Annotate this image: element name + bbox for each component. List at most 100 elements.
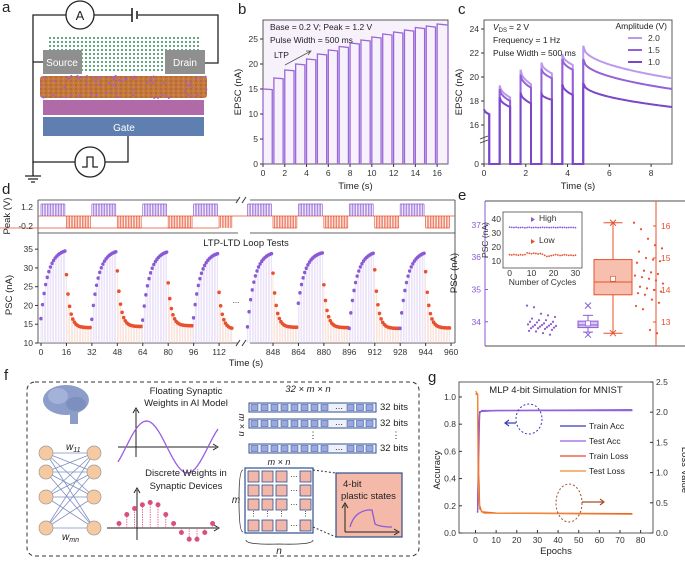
high-state-point [545,326,549,329]
discrete-weights-title-1: Discrete Weights in [145,468,227,479]
ltd-point [167,296,172,301]
x-tick-label: 96 [189,347,199,357]
high-state-point [547,324,551,327]
ltd-point [423,269,428,274]
y-axis-label: EPSC (nA) [454,69,465,115]
bit-cell [260,420,269,427]
epsc-pulse-response [294,63,307,165]
x-tick-label: 64 [138,347,148,357]
inset-point-high [515,226,518,229]
synaptic-device-cell [247,519,260,532]
low-state-point [645,287,649,290]
inset-point-low [539,252,542,255]
dopant-dot [132,77,135,80]
row-dimension-label: m × n [237,414,247,437]
x-tick-label: 12 [389,168,399,178]
inset-point-high [513,226,515,229]
ltp-point [407,269,412,273]
vertical-ellipsis: ⋮ [278,511,285,518]
dopant-dot [112,76,115,79]
bit-cell [346,420,355,427]
pulse-source-icon [74,146,106,178]
inset-y-tick-label: 30 [492,228,502,238]
legend-label: Train Acc [589,421,625,431]
ltd-point [274,303,278,308]
low-state-point [650,298,654,301]
ltd-point [230,326,234,330]
inset-legend-label: High [539,213,557,223]
ltp-point [247,309,251,314]
epsc-pulse-response [403,29,416,165]
inset-x-tick-label: 20 [549,268,559,278]
ltp-point [250,288,255,292]
high-state-point [540,323,544,327]
left-y-tick-label: 35 [472,284,482,294]
y-tick-label: 0.4 [444,474,456,484]
neuron-node [38,445,54,461]
panel-label-g: g [428,369,436,386]
y-tick-label: 20 [470,72,480,82]
x-tick-label: 880 [317,347,331,357]
ltp-point [269,251,274,256]
high-state-point [536,327,540,330]
x-tick-label: 2 [282,168,287,178]
bit-cell [300,420,309,427]
x-tick-label: 14 [411,168,421,178]
dopant-dot [85,83,88,86]
legend-label: Train Loss [589,451,628,461]
vertical-ellipsis: ⋮ [309,430,318,440]
channel-dopant-dots [40,74,208,100]
inset-point-low [567,254,570,257]
grid-brace [245,539,314,545]
inset-point-high [545,226,548,229]
horizontal-ellipsis: ⋯ [291,488,298,495]
x-tick-label: 10 [367,168,377,178]
synaptic-device-cell [247,484,260,497]
synaptic-device-cell [299,519,312,532]
inset-point-high [541,226,544,229]
inset-point-low [513,253,515,256]
ltp-point [39,316,43,321]
ltd-point [326,314,331,319]
ltp-point [47,269,51,274]
network-connection [45,452,95,498]
neuron-node [86,464,102,480]
inset-point-high [552,226,555,229]
gate-label: Gate [113,123,135,134]
panel-label-a: a [2,0,11,16]
bit-cell [260,404,269,411]
plastic-states-label-1: 4-bit [343,479,362,490]
dopant-dot [81,76,84,79]
x-tick-label: 2 [523,168,528,178]
ammeter-label: A [76,8,85,23]
high-state-point [543,327,547,330]
bit-cell [250,420,259,427]
low-state-point [659,290,663,293]
ltp-point [113,249,118,254]
right-y-tick-label: 15 [661,253,671,263]
bit-cell [356,445,364,452]
inset-x-tick-label: 30 [571,268,581,278]
inset-point-low [550,254,553,257]
ltp-point [145,284,150,288]
discrete-weights-title-2: Synaptic Devices [150,481,223,492]
y-tick-label: 24 [470,24,480,34]
mini-axes [341,502,400,536]
weight-stem-dot [132,506,138,511]
dopant-dot [115,92,118,95]
legend-title: Amplitude (V) [616,21,668,31]
vds-subscript: DS [499,28,507,34]
dopant-dot [90,93,93,96]
y-tick-label: 10 [24,338,34,348]
ltd-point [71,317,75,321]
inset-y-tick-label: 20 [492,242,502,252]
inset-point-low [526,251,529,254]
ltd-point [190,323,194,328]
ammeter-icon [65,0,95,30]
epsc-pulse-response [349,42,361,165]
source-label: Source [46,58,78,69]
dopant-dot [167,96,170,100]
bit-cell [365,404,374,411]
ltp-point [199,271,204,275]
